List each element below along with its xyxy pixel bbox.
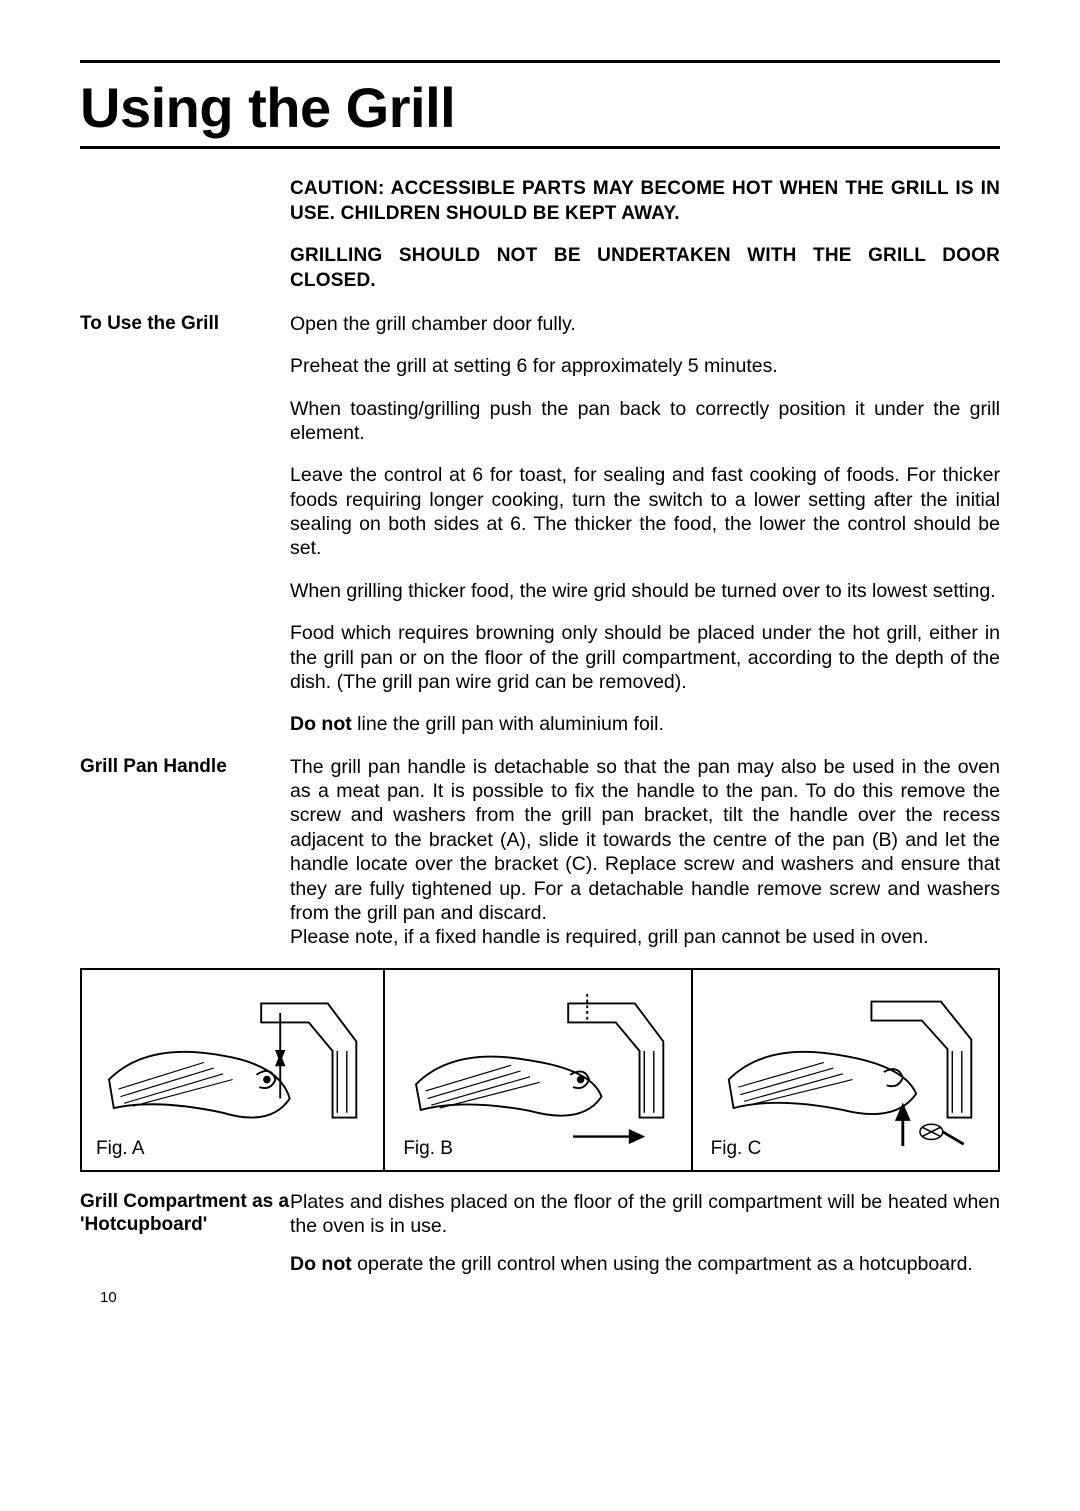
caution-door-open: GRILLING SHOULD NOT BE UNDERTAKEN WITH T… — [290, 244, 1000, 293]
figure-c-svg — [705, 978, 990, 1162]
p-plates-heated: Plates and dishes placed on the floor of… — [290, 1190, 1000, 1239]
label-to-use-grill: To Use the Grill — [80, 312, 290, 737]
p-control-6: Leave the control at 6 for toast, for se… — [290, 463, 1000, 561]
p-handle-note: Please note, if a fixed handle is requir… — [290, 925, 1000, 949]
fig-c-label: Fig. C — [711, 1138, 762, 1160]
p-do-not-operate: Do not operate the grill control when us… — [290, 1252, 1000, 1276]
figure-b: Fig. B — [389, 970, 692, 1170]
p-browning: Food which requires browning only should… — [290, 621, 1000, 694]
bold-do-not-2: Do not — [290, 1253, 352, 1275]
bold-do-not-1: Do not — [290, 713, 352, 735]
page-title: Using the Grill — [80, 75, 1000, 140]
figure-a: Fig. A — [82, 970, 385, 1170]
figure-a-svg — [90, 978, 375, 1162]
rule-top — [80, 60, 1000, 63]
label-grill-pan-handle: Grill Pan Handle — [80, 755, 290, 950]
page-number: 10 — [100, 1289, 140, 1306]
fig-a-label: Fig. A — [96, 1138, 145, 1160]
p-wire-grid: When grilling thicker food, the wire gri… — [290, 579, 1000, 603]
p-push-pan: When toasting/grilling push the pan back… — [290, 397, 1000, 446]
fig-b-label: Fig. B — [403, 1138, 453, 1160]
p-handle-detach: The grill pan handle is detachable so th… — [290, 755, 1000, 926]
p-do-not-foil: Do not line the grill pan with aluminium… — [290, 712, 1000, 736]
p-open-door: Open the grill chamber door fully. — [290, 312, 1000, 336]
rule-under-title — [80, 146, 1000, 149]
figure-row: Fig. A — [80, 968, 1000, 1172]
figure-b-svg — [397, 978, 682, 1162]
caution-hot-parts: CAUTION: ACCESSIBLE PARTS MAY BECOME HOT… — [290, 177, 1000, 226]
label-hotcupboard: Grill Compartment as a 'Hotcupboard' — [80, 1190, 290, 1291]
txt-hotcupboard: operate the grill control when using the… — [352, 1253, 973, 1275]
txt-foil: line the grill pan with aluminium foil. — [352, 713, 664, 735]
figure-c: Fig. C — [697, 970, 998, 1170]
p-preheat: Preheat the grill at setting 6 for appro… — [290, 354, 1000, 378]
